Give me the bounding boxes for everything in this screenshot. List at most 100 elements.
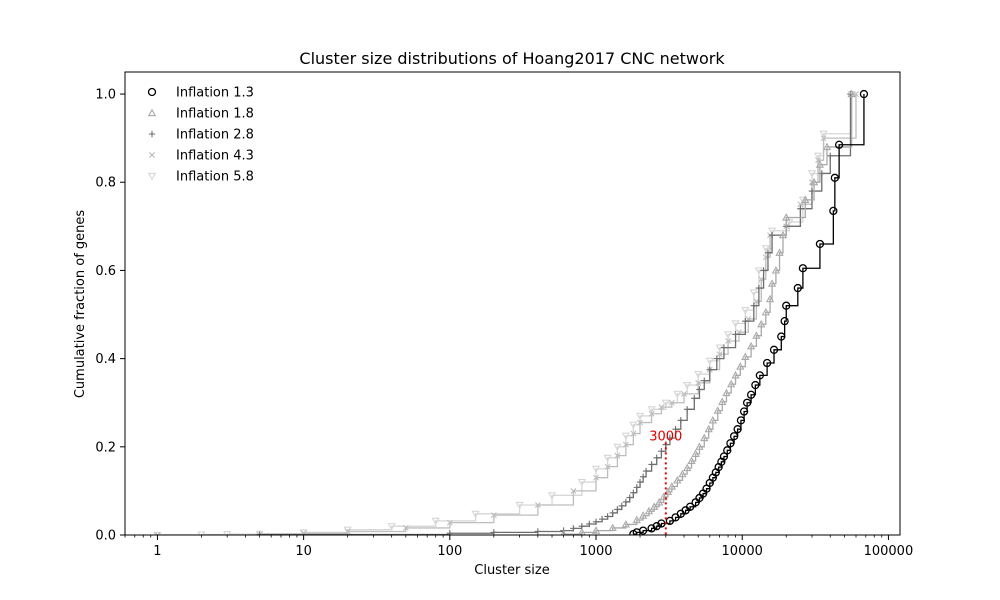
data-point <box>570 525 577 532</box>
data-point <box>723 331 733 339</box>
data-point <box>666 434 674 442</box>
chart-title: Cluster size distributions of Hoang2017 … <box>299 49 725 68</box>
data-point <box>778 230 788 239</box>
data-point <box>608 523 617 532</box>
data-point <box>604 513 611 520</box>
data-point <box>613 443 622 452</box>
data-point <box>683 463 692 472</box>
data-point <box>661 399 670 408</box>
data-point <box>762 358 772 368</box>
data-point <box>683 381 692 390</box>
x-tick-label: 10000 <box>722 544 763 559</box>
data-point <box>621 520 631 528</box>
data-point <box>154 532 161 535</box>
data-point <box>768 231 776 239</box>
data-point <box>716 351 723 358</box>
data-point <box>471 510 480 519</box>
data-point <box>629 421 638 430</box>
data-point <box>691 449 700 457</box>
data-point <box>708 416 718 424</box>
data-point <box>614 506 621 513</box>
legend-marker <box>147 108 157 117</box>
data-point <box>829 206 838 216</box>
data-point <box>665 516 675 526</box>
data-point <box>673 475 682 484</box>
data-point <box>718 397 727 405</box>
data-point <box>650 502 659 510</box>
annotation-label: 3000 <box>649 429 682 444</box>
data-point <box>705 357 714 366</box>
data-point <box>636 478 644 486</box>
data-point <box>701 377 708 384</box>
data-point <box>591 465 601 474</box>
data-point <box>722 388 731 397</box>
data-point <box>746 390 756 399</box>
data-point <box>859 89 869 99</box>
data-point <box>695 442 704 450</box>
data-point <box>713 355 720 362</box>
data-point <box>632 515 641 524</box>
data-point <box>658 448 665 455</box>
data-point <box>647 524 656 533</box>
data-point <box>431 517 440 526</box>
data-point <box>642 467 650 475</box>
data-point <box>621 432 631 441</box>
data-point <box>685 502 695 511</box>
data-point <box>659 492 668 501</box>
data-point <box>731 371 740 379</box>
data-point <box>815 160 825 168</box>
data-point <box>782 213 791 221</box>
x-tick-label: 10 <box>295 544 312 559</box>
data-point <box>761 245 770 253</box>
data-point <box>683 406 691 413</box>
data-point <box>591 526 601 534</box>
data-point <box>780 316 789 326</box>
data-point <box>700 433 709 442</box>
data-point <box>741 307 750 315</box>
legend-marker <box>149 152 155 158</box>
data-point <box>604 463 611 470</box>
legend-label: Inflation 4.3 <box>176 149 254 164</box>
data-point <box>755 371 765 380</box>
data-point <box>667 482 676 490</box>
data-point <box>746 341 756 350</box>
y-axis: 0.0 0.2 0.4 0.6 0.8 1.0 <box>95 88 125 544</box>
legend-label: Inflation 2.8 <box>176 128 254 143</box>
data-point <box>769 345 779 354</box>
data-point <box>736 416 746 425</box>
x-tick-label: 100000 <box>864 544 914 559</box>
data-point <box>639 511 648 519</box>
series-inflation-2-8 <box>256 90 854 535</box>
x-tick-label: 1 <box>153 544 161 559</box>
data-point <box>820 135 827 142</box>
data-point <box>658 404 665 411</box>
data-point <box>764 249 772 256</box>
data-point <box>751 380 760 390</box>
data-point <box>652 522 661 531</box>
data-point <box>402 524 409 531</box>
data-point <box>798 196 808 205</box>
legend-marker <box>147 172 157 181</box>
data-point <box>801 195 810 203</box>
y-tick-label: 0.0 <box>95 529 116 544</box>
data-point <box>668 399 675 406</box>
data-point <box>630 430 637 437</box>
data-point <box>490 512 497 519</box>
data-point <box>755 284 763 292</box>
data-point <box>344 528 351 535</box>
data-point <box>798 264 808 273</box>
data-point <box>687 456 696 465</box>
plot-frame <box>124 71 901 536</box>
data-point <box>654 498 664 506</box>
legend: Inflation 1.3 Inflation 1.8 Inflation 2.8 I… <box>147 86 254 185</box>
x-axis-label: Cluster size <box>474 563 549 578</box>
legend-label: Inflation 1.8 <box>176 107 254 122</box>
y-axis-label: Cumulative fraction of genes <box>73 210 88 399</box>
data-point <box>726 439 735 448</box>
data-point <box>827 152 834 159</box>
data-point <box>644 506 654 515</box>
data-point <box>598 515 606 523</box>
data-point <box>570 487 577 494</box>
series-layer <box>153 89 869 535</box>
data-point <box>626 494 633 501</box>
